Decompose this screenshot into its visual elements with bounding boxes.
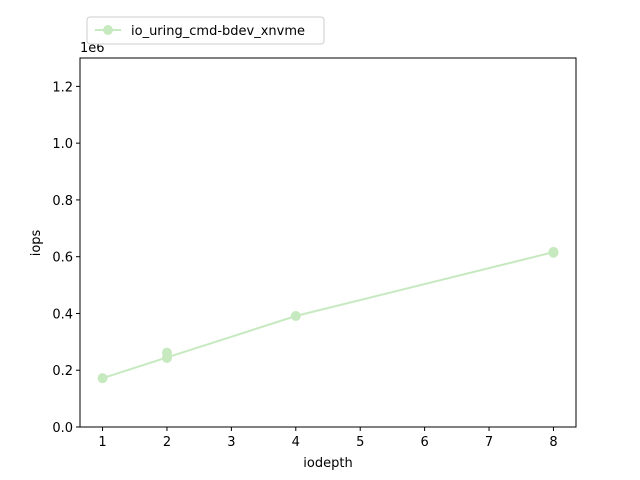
y-axis: 0.0 0.2 0.4 0.6 0.8 1.0 1.2 — [52, 80, 80, 436]
y-offset-label: 1e6 — [80, 41, 105, 56]
legend: io_uring_cmd-bdev_xnvme — [86, 16, 325, 45]
x-tick-label: 4 — [292, 435, 300, 450]
legend-marker-swatch — [103, 25, 113, 35]
y-tick-label: 1.2 — [52, 80, 73, 95]
y-axis-label: iops — [29, 229, 44, 256]
x-axis: 1 2 3 4 5 6 7 8 — [98, 427, 558, 450]
y-tick-label: 0.0 — [52, 421, 73, 436]
x-tick-label: 7 — [485, 435, 493, 450]
data-point — [548, 247, 559, 258]
legend-box — [86, 16, 325, 45]
y-tick-label: 0.6 — [52, 251, 73, 266]
series-line — [102, 251, 554, 380]
x-tick-label: 6 — [420, 435, 428, 450]
data-point — [97, 373, 108, 384]
x-axis-label: iodepth — [303, 456, 352, 471]
x-tick-label: 2 — [163, 435, 171, 450]
x-tick-label: 5 — [356, 435, 364, 450]
data-point — [290, 311, 301, 322]
plot-frame — [79, 57, 577, 428]
x-tick-label: 3 — [227, 435, 235, 450]
y-tick-label: 0.8 — [52, 194, 73, 209]
y-tick-label: 1.0 — [52, 137, 73, 152]
y-tick-label: 0.2 — [52, 364, 73, 379]
plot-area — [97, 246, 559, 384]
x-tick-label: 1 — [98, 435, 106, 450]
data-point — [161, 347, 172, 358]
legend-entry-label: io_uring_cmd-bdev_xnvme — [131, 24, 305, 39]
y-tick-label: 0.4 — [52, 307, 73, 322]
x-tick-label: 8 — [549, 435, 557, 450]
